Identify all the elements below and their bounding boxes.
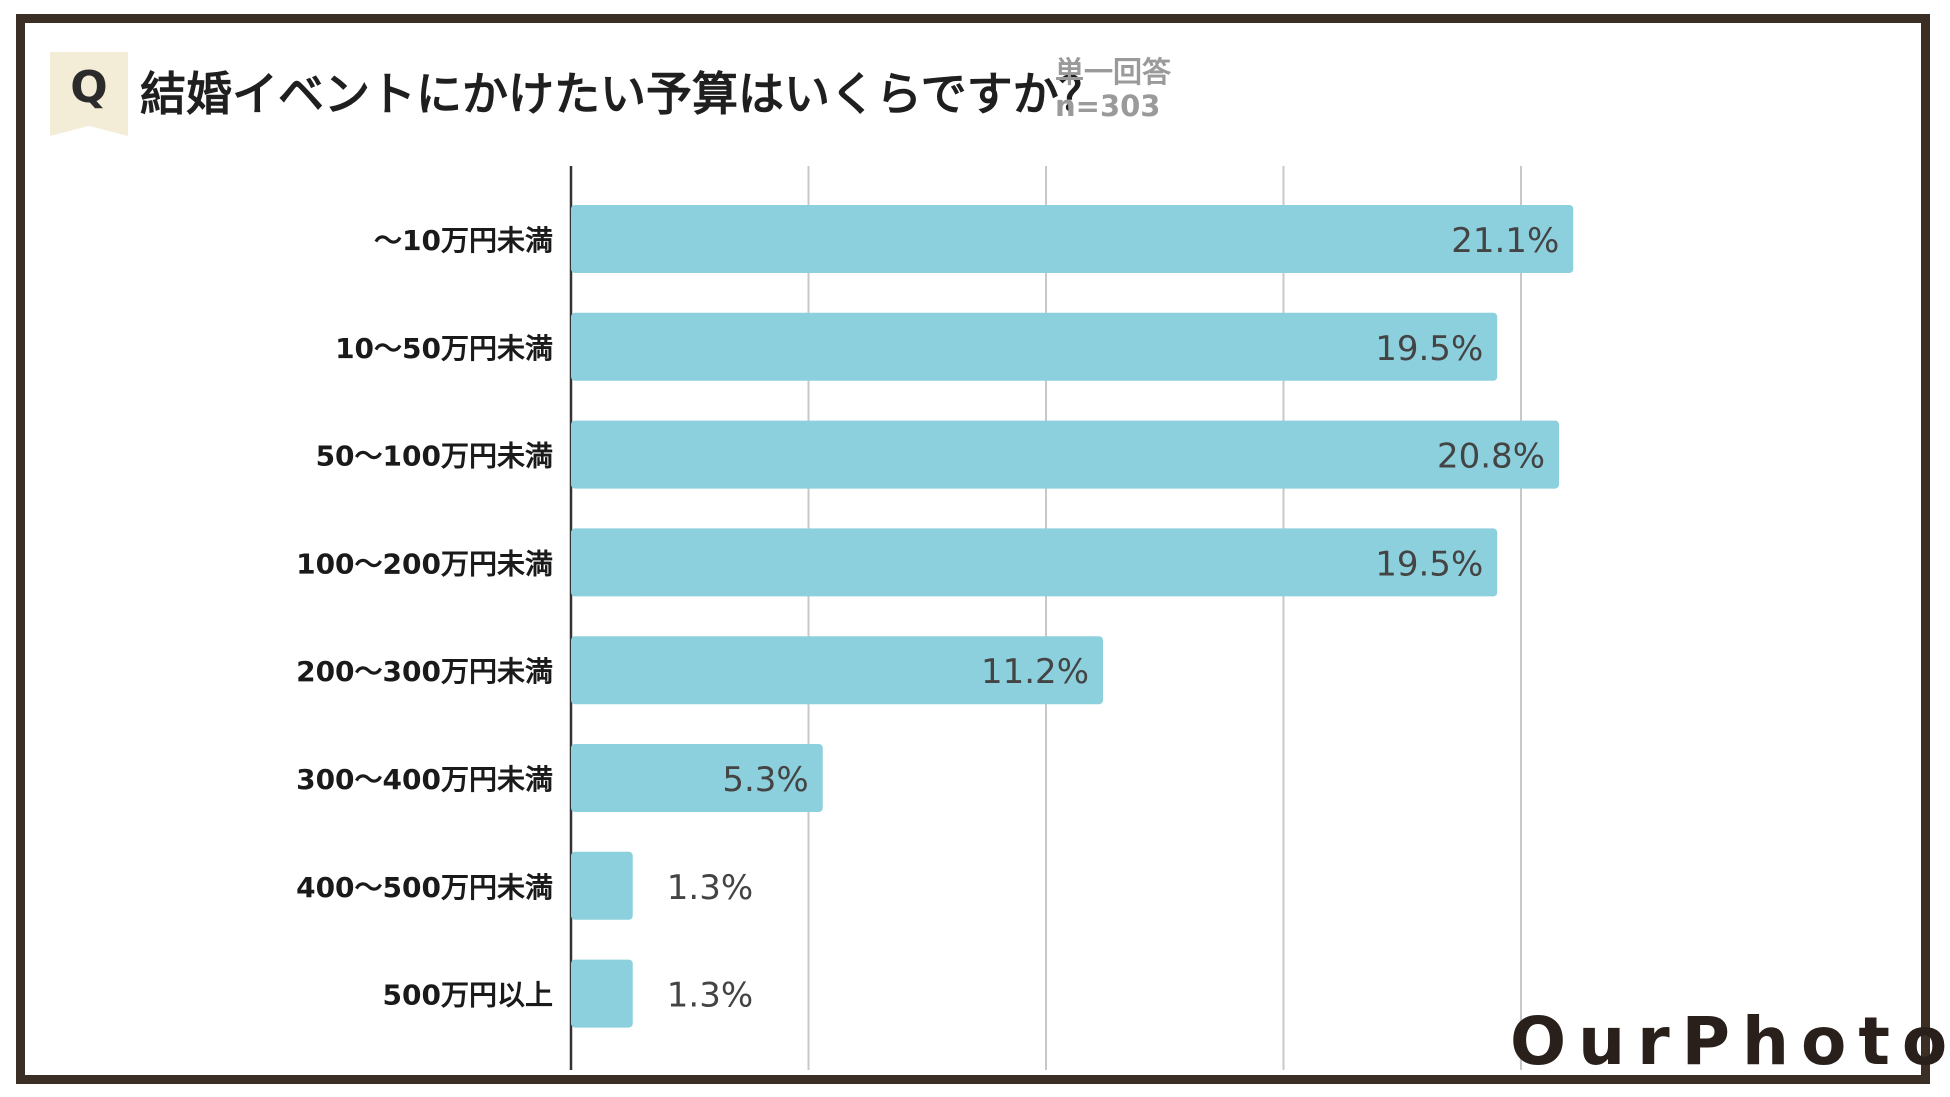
bar xyxy=(571,420,1559,489)
category-label: 〜10万円未満 xyxy=(374,224,553,257)
bar xyxy=(571,851,633,920)
ourphoto-logo: OurPhoto xyxy=(1510,1003,1950,1080)
bar xyxy=(571,528,1498,597)
answer-type-label: 単一回答 xyxy=(1055,55,1172,89)
question-letter: Q xyxy=(70,62,108,113)
bar xyxy=(571,636,1103,705)
bar xyxy=(571,312,1498,381)
question-badge: Q xyxy=(50,52,128,136)
data-label: 20.8% xyxy=(1437,437,1545,477)
category-label: 200〜300万円未満 xyxy=(296,655,553,688)
category-label: 50〜100万円未満 xyxy=(316,440,553,473)
data-label: 5.3% xyxy=(722,760,808,800)
data-label: 1.3% xyxy=(667,976,753,1016)
data-label: 19.5% xyxy=(1375,329,1483,369)
sample-size-label: n=303 xyxy=(1055,89,1161,123)
data-label: 1.3% xyxy=(667,868,753,908)
data-label: 21.1% xyxy=(1451,221,1559,261)
survey-meta: 単一回答 n=303 xyxy=(1055,55,1171,123)
category-label: 400〜500万円未満 xyxy=(296,871,553,904)
category-label: 100〜200万円未満 xyxy=(296,547,553,580)
category-label: 500万円以上 xyxy=(383,979,553,1012)
category-label: 300〜400万円未満 xyxy=(296,763,553,796)
bar xyxy=(571,959,633,1028)
data-label: 19.5% xyxy=(1375,544,1483,584)
bar xyxy=(571,205,1574,273)
category-label: 10〜50万円未満 xyxy=(335,332,553,365)
chart-title: 結婚イベントにかけたい予算はいくらですか？ xyxy=(140,67,1105,121)
data-label: 11.2% xyxy=(981,652,1089,692)
bar xyxy=(571,744,823,812)
